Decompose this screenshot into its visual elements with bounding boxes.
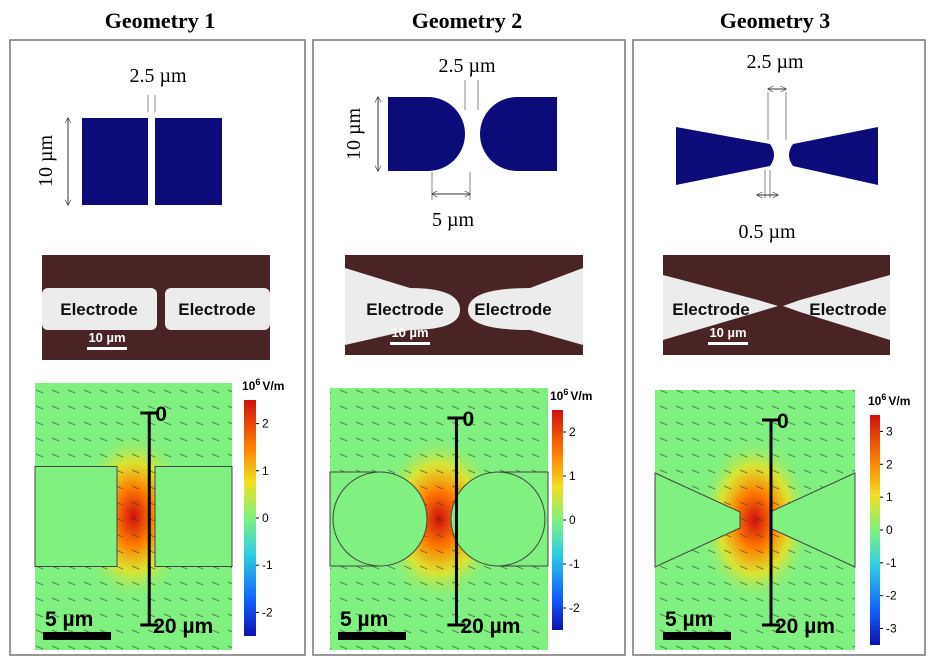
scale-label: 10 µm <box>88 330 125 345</box>
electrode-shape <box>676 127 774 185</box>
colorbar-tick-label: 2 <box>262 417 269 431</box>
field-electrode <box>35 467 117 567</box>
unit-part: V/m <box>262 379 284 393</box>
scale-bar <box>663 632 731 640</box>
ruler-top-label: 0 <box>777 410 789 433</box>
electrode-label: Electrode <box>60 300 137 319</box>
width-label: 5 µm <box>432 209 475 231</box>
gap-label: 2.5 µm <box>746 51 804 73</box>
colorbar-tick-label: 1 <box>886 490 893 504</box>
height-label: 10 µm <box>35 135 57 188</box>
field-electrode <box>155 467 232 567</box>
scale-label: 5 µm <box>340 608 388 631</box>
colorbar-tick-label: -3 <box>886 622 897 636</box>
electrode-label: Electrode <box>474 300 551 319</box>
unit-part: V/m <box>888 394 910 408</box>
scale-label: 5 µm <box>45 608 93 631</box>
unit-part: V/m <box>570 389 592 403</box>
colorbar-tick-label: 3 <box>886 424 893 438</box>
colorbar-tick-label: -1 <box>262 558 273 572</box>
colorbar-tick-label: -2 <box>569 601 580 615</box>
ruler-bottom-label: 20 µm <box>153 615 213 638</box>
scale-label: 10 µm <box>391 325 428 340</box>
scale-bar <box>338 632 406 640</box>
ruler-bottom-label: 20 µm <box>460 615 520 638</box>
electrode-shape <box>388 97 465 171</box>
gap-label: 2.5 µm <box>438 55 496 77</box>
colorbar-tick-label: 0 <box>886 523 893 537</box>
scale-bar <box>87 347 127 350</box>
unit-part: 10 <box>868 394 882 408</box>
scale-bar <box>390 342 430 345</box>
field-electrode <box>451 472 545 566</box>
colorbar-tick-label: 2 <box>886 457 893 471</box>
ruler-top-label: 0 <box>155 403 167 426</box>
electrode-label: Electrode <box>672 300 749 319</box>
colorbar <box>552 410 563 630</box>
ruler-top-label: 0 <box>462 408 474 431</box>
colorbar-tick-label: 0 <box>569 513 576 527</box>
colorbar-tick-label: 1 <box>262 464 269 478</box>
scale-bar <box>708 342 748 345</box>
electrode-shape <box>155 118 222 205</box>
electrode-shape <box>480 97 557 171</box>
height-label: 10 µm <box>343 108 365 161</box>
unit-part: 10 <box>550 389 564 403</box>
colorbar-tick-label: -1 <box>886 556 897 570</box>
panel-title: Geometry 3 <box>720 8 831 33</box>
colorbar-tick-label: 0 <box>262 511 269 525</box>
colorbar-tick-label: -2 <box>262 605 273 619</box>
unit-part: 6 <box>881 392 886 402</box>
unit-part: 10 <box>242 379 256 393</box>
panel-title: Geometry 2 <box>412 8 523 33</box>
colorbar <box>244 400 256 636</box>
scale-bar <box>43 632 111 640</box>
electrode-shape <box>789 127 878 185</box>
electrode-label: Electrode <box>366 300 443 319</box>
field-electrode <box>333 472 427 566</box>
unit-part: 6 <box>255 377 260 387</box>
figure: Geometry 1 2.5 µm 10 µm Electrode Electrode 1… <box>0 0 930 658</box>
scale-label: 5 µm <box>665 608 713 631</box>
electrode-label: Electrode <box>809 300 886 319</box>
gap-label: 2.5 µm <box>129 65 187 87</box>
colorbar-tick-label: 1 <box>569 469 576 483</box>
colorbar-tick-label: 2 <box>569 425 576 439</box>
tip-label: 0.5 µm <box>738 221 796 243</box>
colorbar-tick-label: -1 <box>569 557 580 571</box>
electrode-shape <box>82 118 148 205</box>
unit-part: 6 <box>563 387 568 397</box>
colorbar <box>870 415 880 645</box>
panel-title: Geometry 1 <box>105 8 216 33</box>
ruler-bottom-label: 20 µm <box>775 615 835 638</box>
scale-label: 10 µm <box>709 325 746 340</box>
electrode-label: Electrode <box>178 300 255 319</box>
colorbar-tick-label: -2 <box>886 589 897 603</box>
